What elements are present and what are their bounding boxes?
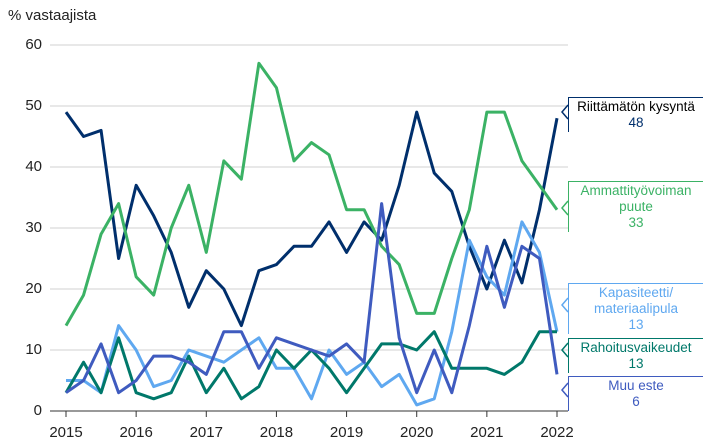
- x-tick-label: 2016: [119, 424, 152, 441]
- y-tick-label: 10: [25, 341, 42, 358]
- line-series: [64, 61, 559, 327]
- callout-box: Rahoitusvaikeudet 13: [568, 338, 703, 373]
- legend-label: Riittämätön kysyntä: [577, 99, 695, 114]
- x-tick-label: 2019: [330, 424, 363, 441]
- end-value-label: 48: [628, 115, 644, 130]
- x-tick-label: 2020: [400, 424, 433, 441]
- callout-pointer: [561, 297, 569, 313]
- y-tick-label: 0: [34, 402, 42, 419]
- line-series: [65, 202, 559, 395]
- end-value-label: 13: [628, 317, 644, 332]
- legend-label: Rahoitusvaikeudet: [580, 340, 692, 355]
- x-tick-label: 2022: [540, 424, 573, 441]
- callout-box: Kapasiteetti/ materiaalipula 13: [568, 283, 703, 334]
- callout-pointer: [561, 382, 569, 398]
- y-tick-label: 40: [25, 158, 42, 175]
- line-series: [66, 220, 559, 407]
- legend-label: Ammattityövoiman puute: [580, 183, 692, 214]
- callout-pointer: [561, 104, 569, 120]
- callout-box: Muu este 6: [568, 376, 703, 411]
- end-value-label: 6: [632, 394, 640, 409]
- y-tick-label: 50: [25, 97, 42, 114]
- x-tick-label: 2021: [470, 424, 503, 441]
- y-tick-label: 30: [25, 219, 42, 236]
- legend-label: Muu este: [608, 378, 664, 393]
- end-value-label: 13: [628, 356, 644, 371]
- legend-label: Kapasiteetti/ materiaalipula: [593, 285, 679, 316]
- end-value-label: 33: [628, 215, 644, 230]
- line-series: [64, 330, 557, 401]
- callout-pointer: [561, 200, 569, 216]
- callout-pointer: [561, 342, 569, 358]
- y-tick-label: 60: [25, 36, 42, 53]
- x-tick-label: 2015: [49, 424, 82, 441]
- x-tick-label: 2018: [260, 424, 293, 441]
- callout-box: Ammattityövoiman puute 33: [568, 181, 703, 232]
- x-tick-label: 2017: [190, 424, 223, 441]
- callout-box: Riittämätön kysyntä 48: [568, 97, 703, 132]
- y-tick-label: 20: [25, 280, 42, 297]
- y-axis-label: % vastaajista: [8, 7, 97, 24]
- line-series: [64, 110, 559, 328]
